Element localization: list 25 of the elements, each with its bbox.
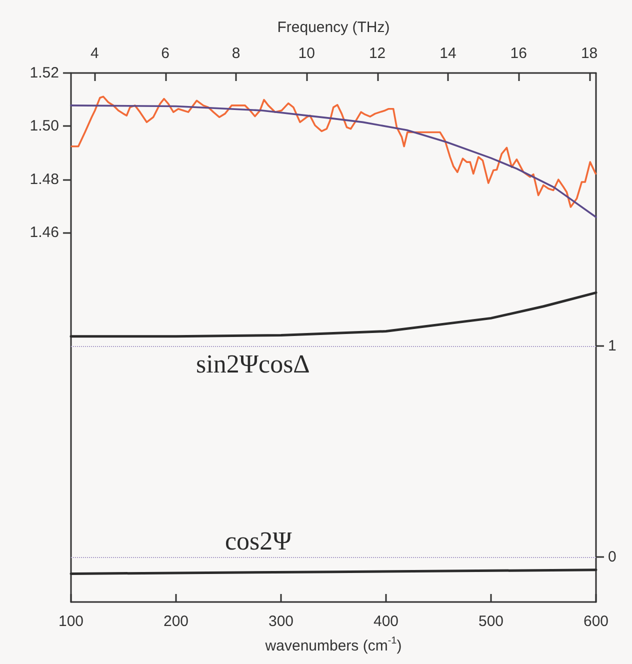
x2-tick-label: 6 [161,45,170,62]
x2-tick-label: 16 [510,45,527,62]
x-tick-label: 500 [478,613,504,630]
y-tick-label: 1.48 [30,170,59,188]
x2-tick-label: 14 [440,45,456,62]
x-tick-label: 600 [583,613,609,630]
x-tick-label: 300 [268,613,294,630]
x-tick-label: 400 [373,613,399,630]
y2-tick-label: 0 [608,548,616,566]
x2-tick-label: 10 [298,45,315,62]
x2-tick-label: 18 [580,45,598,62]
x2-axis-title: Frequency (THz) [277,19,390,36]
y-tick-label: 1.46 [30,224,59,241]
annotation: cos2Ψ [225,526,293,556]
x-tick-label: 200 [163,613,189,630]
y-tick-label: 1.50 [30,118,59,135]
x2-tick-label: 4 [90,45,99,62]
x-tick-label: 100 [58,613,84,630]
y2-tick-label: 1 [608,337,616,354]
x2-tick-label: 12 [368,45,386,62]
x2-tick-label: 8 [232,45,240,62]
annotation: sin2ΨcosΔ [196,350,310,378]
y-tick-label: 1.52 [30,64,59,82]
line-series [70,104,597,218]
line-series [70,96,597,208]
